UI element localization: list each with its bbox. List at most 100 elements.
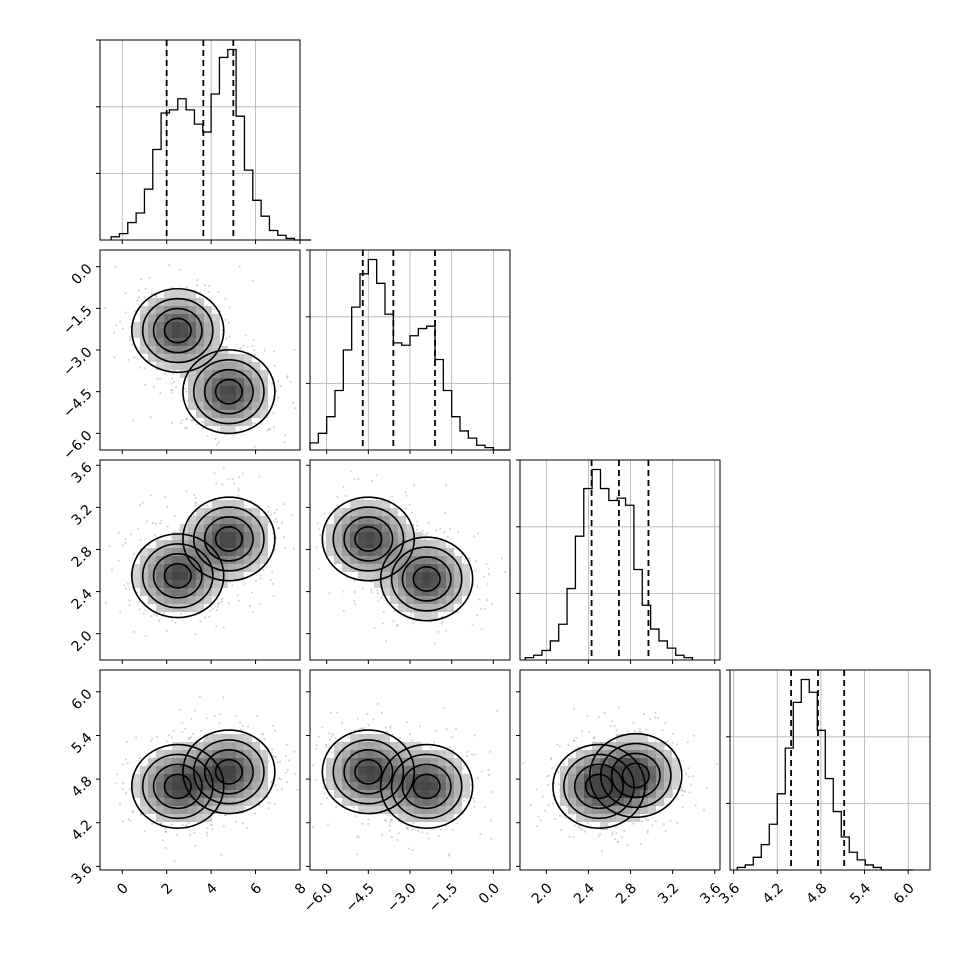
density-cell: [358, 540, 366, 548]
density-cell: [260, 790, 268, 798]
density-cell: [390, 548, 398, 556]
density-cell: [252, 758, 260, 766]
density-cell: [350, 742, 358, 750]
scatter-point: [228, 306, 231, 309]
density-cell: [406, 742, 414, 750]
scatter-point: [611, 831, 614, 834]
density-cell: [422, 782, 430, 790]
scatter-point: [568, 835, 571, 839]
scatter-point: [504, 571, 507, 574]
scatter-point: [353, 590, 356, 594]
scatter-point: [222, 626, 225, 629]
density-cell: [260, 556, 268, 564]
contour-level-1: [182, 496, 276, 582]
density-cell: [220, 540, 228, 548]
scatter-point: [434, 729, 437, 733]
scatter-point: [473, 535, 476, 538]
scatter-point: [665, 803, 668, 806]
density-cell: [188, 322, 196, 330]
contour-level-3: [343, 749, 394, 795]
density-cell: [616, 734, 624, 742]
scatter-point: [204, 616, 207, 619]
scatter-point: [174, 621, 177, 624]
density-cell: [228, 508, 236, 516]
density-cell: [358, 564, 366, 572]
density-panel-r2c0: [96, 459, 301, 664]
density-cell: [374, 548, 382, 556]
density-cell: [406, 556, 414, 564]
density-cell: [148, 298, 156, 306]
scatter-point: [406, 827, 410, 830]
density-cell: [236, 386, 244, 394]
density-cell: [244, 766, 252, 774]
density-cell: [180, 742, 188, 750]
density-cell: [212, 338, 220, 346]
density-cell: [326, 548, 334, 556]
scatter-point: [246, 826, 249, 830]
density-cell: [358, 572, 366, 580]
scatter-point: [175, 833, 178, 836]
density-cell: [374, 750, 382, 758]
density-cell: [568, 790, 576, 798]
density-cell: [188, 774, 196, 782]
density-cell: [462, 588, 470, 596]
density-cell: [374, 500, 382, 508]
scatter-point: [170, 388, 173, 391]
density-cell: [244, 790, 252, 798]
density-cell: [172, 548, 180, 556]
density-cell: [212, 410, 220, 418]
density-cell: [390, 596, 398, 604]
scatter-point: [651, 824, 654, 827]
density-cell: [632, 774, 640, 782]
density-cell: [342, 548, 350, 556]
density-cell: [252, 750, 260, 758]
density-cell: [438, 548, 446, 556]
density-cell: [454, 774, 462, 782]
density-cell: [366, 500, 374, 508]
scatter-point: [328, 592, 331, 595]
density-cell: [632, 742, 640, 750]
density-cell: [632, 734, 640, 742]
density-cell: [454, 766, 462, 774]
scatter-point: [284, 771, 288, 775]
density-cell: [188, 540, 196, 548]
density-cell: [382, 798, 390, 806]
scatter-point: [187, 822, 190, 825]
density-cell: [236, 548, 244, 556]
density-cell: [132, 580, 140, 588]
density-cell: [454, 572, 462, 580]
density-cell: [568, 806, 576, 814]
density-cell: [236, 508, 244, 516]
density-cell: [454, 806, 462, 814]
contour-level-1: [379, 743, 474, 829]
scatter-point: [274, 517, 277, 520]
scatter-point: [302, 530, 304, 532]
scatter-point: [686, 741, 689, 744]
scatter-point: [136, 299, 139, 302]
density-cell: [252, 378, 260, 386]
density-cell: [422, 556, 430, 564]
scatter-point: [143, 830, 146, 833]
scatter-point: [633, 729, 636, 732]
scatter-point: [454, 727, 458, 730]
density-cell: [228, 742, 236, 750]
scatter-point: [549, 758, 552, 761]
density-cell: [220, 394, 228, 402]
density-cell: [252, 532, 260, 540]
density-cell: [148, 572, 156, 580]
scatter-point: [623, 829, 626, 832]
scatter-point: [96, 808, 98, 810]
scatter-point: [456, 530, 459, 533]
density-cell: [624, 734, 632, 742]
density-cell: [236, 734, 244, 742]
density-cell: [462, 782, 470, 790]
panel-frame: [99, 249, 301, 451]
scatter-point: [243, 582, 246, 585]
density-cell: [228, 426, 236, 434]
density-cell: [648, 758, 656, 766]
scatter-point: [124, 311, 127, 314]
scatter-point: [211, 824, 214, 827]
scatter-point: [126, 762, 129, 765]
density-cell: [406, 806, 414, 814]
density-cell: [374, 758, 382, 766]
